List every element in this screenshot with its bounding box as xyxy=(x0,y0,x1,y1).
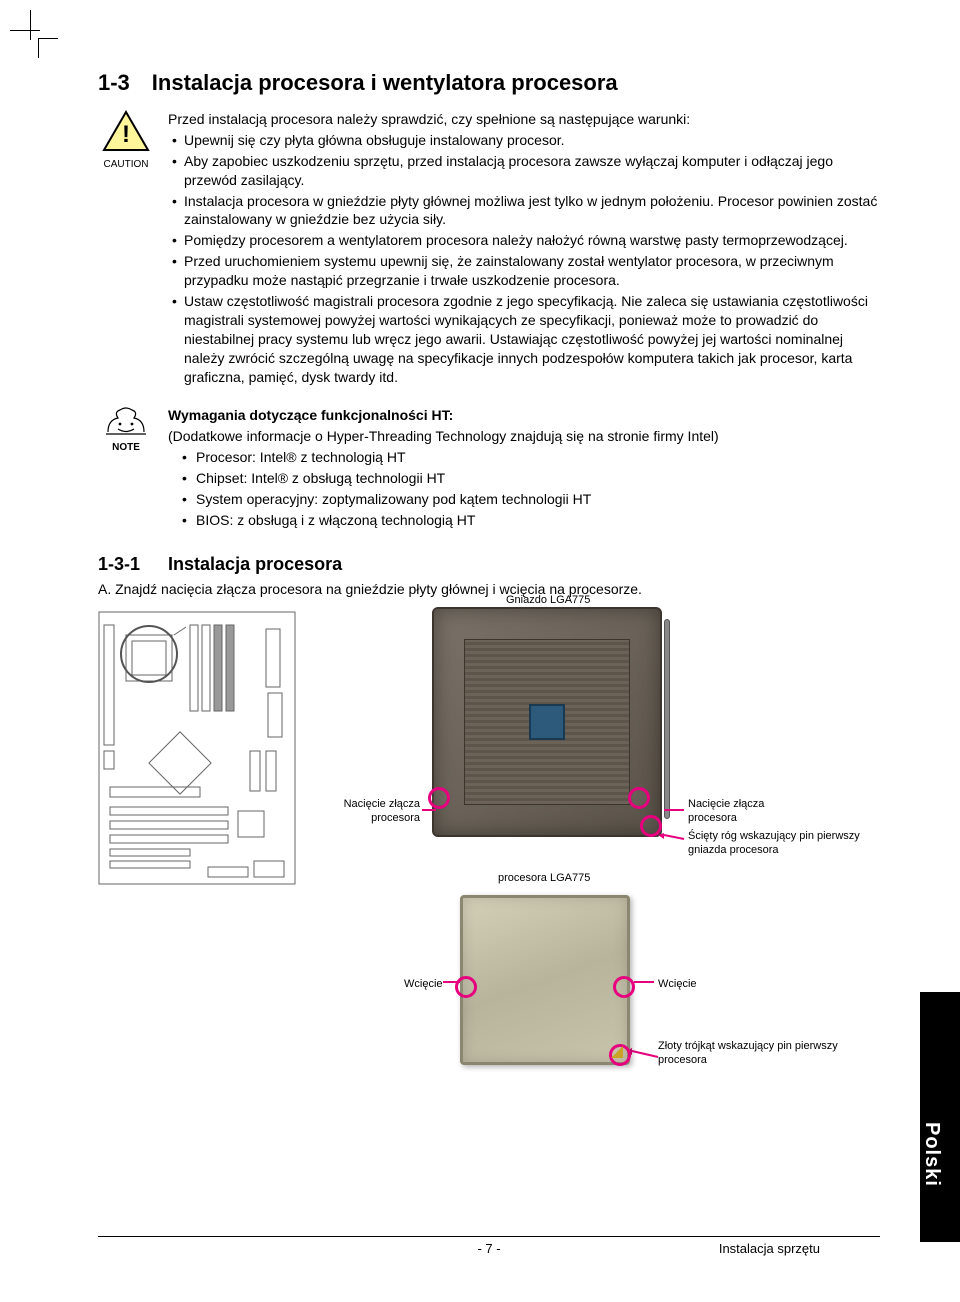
subsection-number: 1-3-1 xyxy=(98,554,140,575)
socket-image xyxy=(432,607,662,837)
language-tab: Polski xyxy=(920,992,960,1242)
ht-sub: (Dodatkowe informacje o Hyper-Threading … xyxy=(168,427,719,446)
caution-item: Upewnij się czy płyta główna obsługuje i… xyxy=(168,131,880,150)
caution-list: Upewnij się czy płyta główna obsługuje i… xyxy=(168,131,880,387)
socket-label: Gniazdo LGA775 xyxy=(506,593,590,607)
page-content: 1-3 Instalacja procesora i wentylatora p… xyxy=(0,0,960,1117)
ht-title: Wymagania dotyczące funkcjonalności HT: xyxy=(168,406,719,425)
caution-item: Pomiędzy procesorem a wentylatorem proce… xyxy=(168,231,880,250)
corner-cut-label: Ścięty róg wskazujący pin pierwszy gniaz… xyxy=(688,829,878,858)
caution-item: Przed uruchomieniem systemu upewnij się,… xyxy=(168,252,880,290)
caution-intro: Przed instalacją procesora należy sprawd… xyxy=(168,110,880,129)
caution-label: CAUTION xyxy=(98,159,154,170)
socket-highlight-circle xyxy=(120,625,178,683)
ht-item: Chipset: Intel® z obsługą technologii HT xyxy=(180,469,719,488)
section-title: Instalacja procesora i wentylatora proce… xyxy=(152,70,618,96)
caution-item: Aby zapobiec uszkodzeniu sprzętu, przed … xyxy=(168,152,880,190)
notch-left-label: Nacięcie złącza procesora xyxy=(338,797,420,826)
crop-mark xyxy=(10,10,50,50)
cpu-label: procesora LGA775 xyxy=(498,871,590,885)
ht-item: System operacyjny: zoptymalizowany pod k… xyxy=(180,490,719,509)
cpu-notch-left-label: Wcięcie xyxy=(404,977,443,991)
ht-list: Procesor: Intel® z technologią HT Chipse… xyxy=(168,448,719,530)
footer-section: Instalacja sprzętu xyxy=(719,1241,880,1256)
subsection-heading: 1-3-1 Instalacja procesora xyxy=(98,554,880,575)
caution-icon: ! xyxy=(102,110,150,152)
footer-page: - 7 - xyxy=(477,1241,500,1256)
ht-item: Procesor: Intel® z technologią HT xyxy=(180,448,719,467)
ht-item: BIOS: z obsługą i z włączoną technologią… xyxy=(180,511,719,530)
caution-icon-col: ! CAUTION xyxy=(98,110,154,388)
cpu-triangle-label: Złoty trójkąt wskazujący pin pierwszy pr… xyxy=(658,1039,858,1068)
caution-item: Ustaw częstotliwość magistrali procesora… xyxy=(168,292,880,386)
note-label: NOTE xyxy=(98,442,154,453)
note-icon xyxy=(104,406,148,436)
page-footer: - 7 - Instalacja sprzętu xyxy=(98,1236,880,1256)
step-text: A. Znajdź nacięcia złącza procesora na g… xyxy=(98,581,880,597)
section-heading: 1-3 Instalacja procesora i wentylatora p… xyxy=(98,70,880,96)
caution-body: Przed instalacją procesora należy sprawd… xyxy=(168,110,880,388)
cpu-notch-right-label: Wcięcie xyxy=(658,977,697,991)
caution-block: ! CAUTION Przed instalacją procesora nal… xyxy=(98,110,880,388)
diagram-area: Gniazdo LGA775 Nacięcie złącza procesora… xyxy=(98,607,880,1067)
note-icon-col: NOTE xyxy=(98,406,154,531)
svg-text:!: ! xyxy=(122,121,130,148)
subsection-title: Instalacja procesora xyxy=(168,554,342,575)
note-body: Wymagania dotyczące funkcjonalności HT: … xyxy=(168,406,719,531)
caution-item: Instalacja procesora w gnieździe płyty g… xyxy=(168,192,880,230)
note-block: NOTE Wymagania dotyczące funkcjonalności… xyxy=(98,406,880,531)
language-tab-text: Polski xyxy=(920,992,943,1187)
section-number: 1-3 xyxy=(98,70,130,96)
cpu-image xyxy=(460,895,630,1065)
notch-right-label: Nacięcie złącza procesora xyxy=(688,797,778,826)
